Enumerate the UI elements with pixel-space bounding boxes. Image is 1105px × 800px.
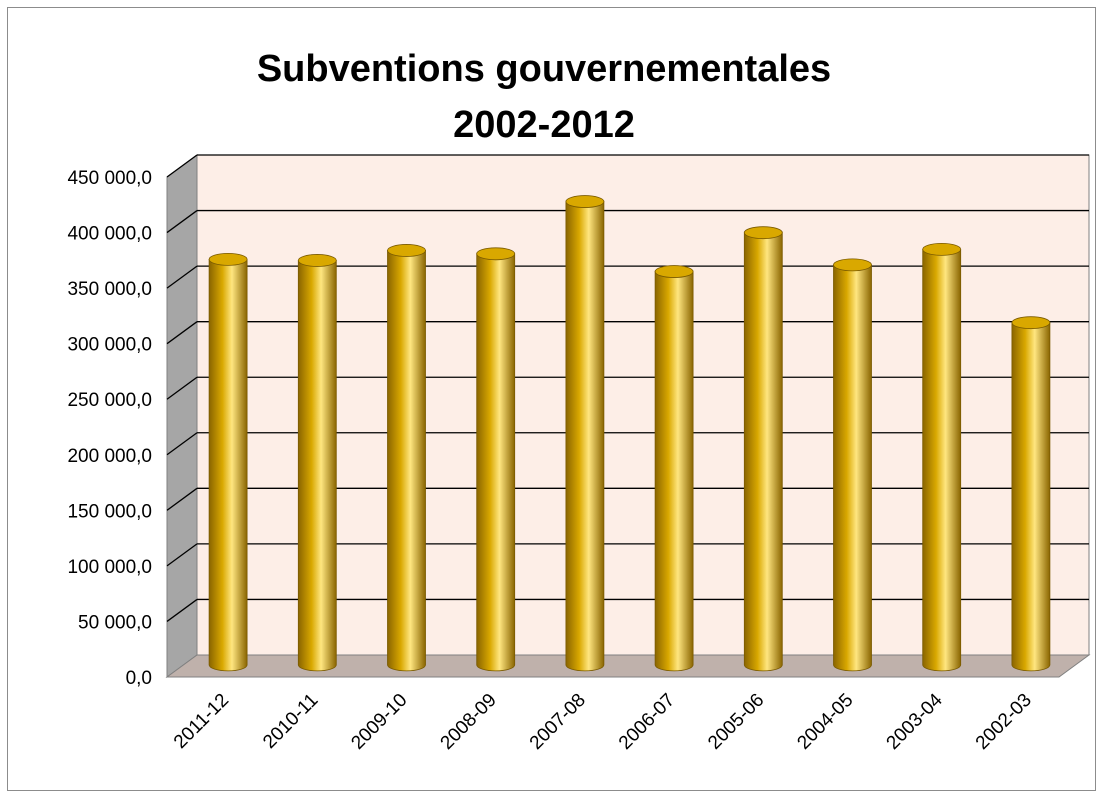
- bar-body: [833, 264, 872, 672]
- x-tick-label: 2002-03: [972, 690, 1036, 754]
- y-tick-label: 0,0: [126, 668, 152, 689]
- bar-top: [654, 265, 694, 278]
- bars: [208, 195, 1051, 672]
- bar: [833, 258, 872, 672]
- bar: [476, 247, 516, 672]
- bar-body: [654, 271, 694, 672]
- bar-top: [565, 195, 605, 208]
- gridline-side: [166, 598, 198, 622]
- bar-top: [387, 244, 426, 257]
- x-tick-label: 2007-08: [526, 690, 590, 754]
- bar: [565, 195, 605, 672]
- gridline-side: [166, 154, 198, 178]
- x-tick-label: 2008-09: [437, 690, 501, 754]
- x-tick-label: 2010-11: [259, 690, 322, 753]
- x-tick-label: 2011-12: [170, 690, 233, 753]
- chart-title-line-2: 2002-2012: [453, 104, 635, 146]
- y-tick-label: 250 000,0: [67, 390, 152, 411]
- y-tick-label: 100 000,0: [67, 557, 152, 578]
- bar-top: [1011, 316, 1051, 330]
- gridline-side: [166, 265, 198, 289]
- bar-top: [922, 242, 962, 256]
- x-axis-tick-labels: 2011-12 2010-11 2009-10 2008-09 2007-08 2006-…: [170, 689, 1036, 753]
- y-axis-tick-labels: 0,0 50 000,0 100 000,0 150 000,0 200 000,0 25…: [67, 168, 152, 689]
- bar: [654, 265, 694, 672]
- bar: [297, 254, 337, 672]
- bar: [922, 242, 962, 672]
- side-wall: [166, 154, 198, 678]
- y-tick-label: 200 000,0: [67, 446, 152, 467]
- bar-body: [565, 201, 605, 672]
- x-tick-label: 2009-10: [347, 690, 411, 754]
- bar-body: [387, 250, 426, 672]
- bar-top: [476, 247, 516, 261]
- bar-top: [833, 258, 872, 272]
- x-tick-label: 2006-07: [615, 690, 679, 754]
- bar: [208, 252, 248, 672]
- y-tick-label: 400 000,0: [67, 224, 152, 245]
- chart-title-line-1: Subventions gouvernementales: [257, 48, 831, 90]
- y-tick-label: 150 000,0: [67, 501, 152, 522]
- x-tick-label: 2004-05: [793, 690, 857, 754]
- gridline-side: [166, 210, 198, 234]
- bar-top: [208, 252, 248, 266]
- gridline-side: [166, 487, 198, 511]
- gridline-side: [166, 321, 198, 345]
- x-tick-label: 2005-06: [704, 690, 768, 754]
- bar-body: [743, 232, 783, 672]
- gridline-side: [166, 376, 198, 400]
- gridline-side: [166, 543, 198, 567]
- bar-body: [297, 260, 337, 672]
- y-tick-label: 350 000,0: [67, 279, 152, 300]
- y-tick-label: 450 000,0: [67, 168, 152, 189]
- bar: [743, 226, 783, 672]
- bar: [387, 244, 426, 672]
- bar-body: [476, 253, 516, 672]
- bar-top: [743, 226, 783, 240]
- bar-body: [1011, 322, 1051, 672]
- gridline-side: [166, 432, 198, 456]
- bar-top: [297, 254, 337, 267]
- y-tick-label: 300 000,0: [67, 335, 152, 356]
- x-tick-label: 2003-04: [883, 689, 947, 753]
- bar-body: [922, 248, 962, 672]
- y-tick-label: 50 000,0: [78, 612, 152, 633]
- bar-body: [208, 258, 248, 672]
- bar: [1011, 316, 1051, 672]
